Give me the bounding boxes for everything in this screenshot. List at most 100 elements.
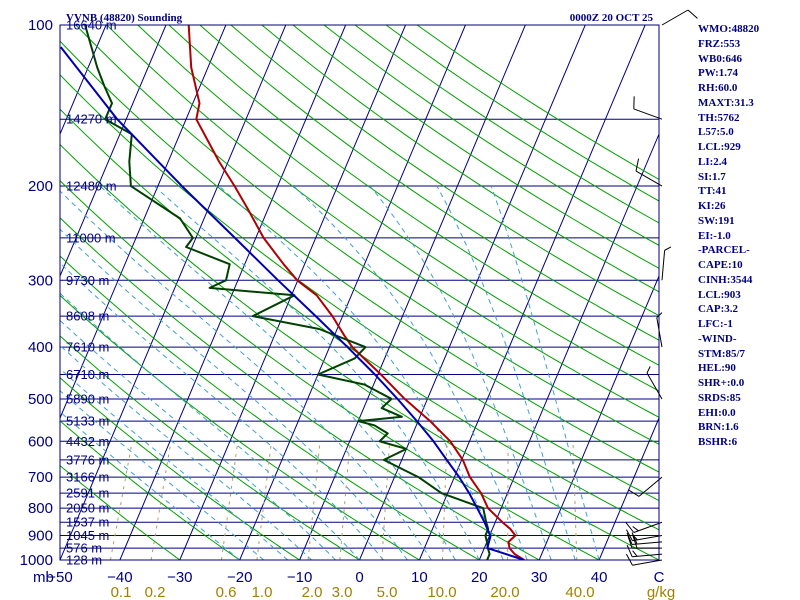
index-value: CINH:3544 xyxy=(698,273,753,286)
wind-barb-staff xyxy=(638,476,663,497)
moist-adiabat-line xyxy=(154,185,480,560)
wind-barb xyxy=(635,158,663,187)
wind-barb xyxy=(633,96,663,120)
sounding-time: 0000Z 20 OCT 25 xyxy=(570,12,654,24)
moist-adiabat-line xyxy=(99,185,456,560)
dry-adiabat-line xyxy=(168,25,659,366)
station-title: VVNB (48820) Sounding xyxy=(66,12,183,24)
index-value: PW:1.74 xyxy=(698,67,739,80)
isotherm-line xyxy=(60,25,107,136)
height-level-label: 576 m xyxy=(66,541,102,556)
wind-barb-staff xyxy=(646,372,663,400)
temperature-profile xyxy=(187,25,525,560)
mixing-ratio-label: 5.0 xyxy=(377,584,398,600)
wind-barb-flag xyxy=(646,366,651,374)
index-value: CAPE:10 xyxy=(698,259,743,271)
index-value: SI:1.7 xyxy=(698,170,726,183)
index-value: FRZ:553 xyxy=(698,37,741,50)
wind-barb xyxy=(626,532,663,545)
moist-adiabat-line xyxy=(369,185,552,560)
wind-barb-flag xyxy=(625,522,635,533)
pressure-tick-label: 1000 xyxy=(20,552,53,569)
dry-adiabat-line xyxy=(60,40,659,473)
mixing-ratio-label: 20.0 xyxy=(490,584,519,600)
mixing-ratio-line xyxy=(572,441,578,560)
height-level-label: 3776 m xyxy=(66,452,109,467)
index-value: BRN:1.6 xyxy=(698,421,739,434)
pressure-tick-label: 400 xyxy=(28,339,53,356)
wind-barb-flag xyxy=(632,550,638,557)
sounding-profiles xyxy=(60,25,525,560)
index-value: -WIND- xyxy=(698,332,737,345)
height-level-label: 14270 m xyxy=(66,112,117,127)
mixing-ratio-label: 10.0 xyxy=(427,584,456,600)
pressure-tick-label: 200 xyxy=(28,178,53,195)
height-level-label: 11000 m xyxy=(66,230,116,245)
dry-adiabat-line xyxy=(323,25,659,246)
temperature-tick-label: −20 xyxy=(227,569,252,586)
wind-barb xyxy=(627,535,662,549)
isotherm-line xyxy=(60,25,227,420)
wind-barb xyxy=(625,529,663,542)
height-level-label: 3166 m xyxy=(66,470,109,485)
index-value: CAP:3.2 xyxy=(698,303,739,316)
isotherm-line xyxy=(598,416,659,560)
wind-barb-flag xyxy=(632,535,638,549)
isotherm-line xyxy=(179,25,407,560)
wind-barb-flag xyxy=(656,312,663,318)
height-level-label: 1537 m xyxy=(66,515,109,530)
moist-adiabat-line xyxy=(490,185,600,560)
mixing-ratio-line xyxy=(441,441,448,560)
index-value: BSHR:6 xyxy=(698,436,738,448)
pressure-tick-label: 800 xyxy=(28,500,53,517)
wind-barb xyxy=(646,366,663,400)
dry-adiabat-line xyxy=(60,108,659,531)
index-value: STM:85/7 xyxy=(698,347,746,360)
isotherm-line xyxy=(359,25,586,560)
pressure-tick-label: 900 xyxy=(28,528,53,545)
plot-frame xyxy=(59,24,660,561)
index-value: HEL:90 xyxy=(698,362,736,375)
dry-adiabat-line xyxy=(230,25,659,317)
height-level-label: 2591 m xyxy=(66,486,109,501)
wind-barb-staff xyxy=(633,521,663,533)
height-level-label: 1045 m xyxy=(66,528,109,543)
dry-adiabat-line xyxy=(60,217,540,560)
wind-barb xyxy=(627,476,663,497)
wind-barb xyxy=(625,521,663,533)
pressure-tick-label: 100 xyxy=(28,17,53,34)
dry-adiabat-line xyxy=(75,25,659,445)
pressure-unit-label: mb xyxy=(33,569,54,586)
index-value: TH:5762 xyxy=(698,111,740,124)
temperature-unit-label: C xyxy=(654,569,665,586)
wind-barb-staff xyxy=(633,108,663,120)
height-level-label: 9730 m xyxy=(66,273,109,288)
pressure-tick-label: 700 xyxy=(28,469,53,486)
dry-adiabat-line xyxy=(261,25,659,293)
wind-barb-flag xyxy=(632,534,638,541)
isotherm-line xyxy=(239,25,466,560)
mixing-ratio-unit-label: g/kg xyxy=(647,584,675,600)
mixing-ratio-label: 0.1 xyxy=(111,584,132,600)
height-level-label: 7610 m xyxy=(66,340,109,355)
height-level-label: 5133 m xyxy=(66,414,109,429)
height-level-label: 4432 m xyxy=(66,434,109,449)
index-value: KI:26 xyxy=(698,200,726,212)
wind-barb-staff xyxy=(661,9,689,26)
temperature-tick-label: −30 xyxy=(167,569,192,586)
dry-adiabat-line xyxy=(60,74,659,502)
index-value: LFC:-1 xyxy=(698,318,733,330)
temperature-tick-label: −50 xyxy=(47,569,72,586)
wind-barb-flag xyxy=(687,9,698,19)
index-value: RH:60.0 xyxy=(698,82,738,94)
height-level-label: 5890 m xyxy=(66,391,109,406)
wind-barb xyxy=(626,544,663,558)
isotherm-line xyxy=(299,25,526,560)
wind-barb-flag xyxy=(627,489,640,497)
mixing-ratio-label: 40.0 xyxy=(565,584,594,600)
parcel-profile xyxy=(60,46,525,560)
index-value: L57:5.0 xyxy=(698,126,734,139)
dry-adiabat-line xyxy=(60,294,420,560)
